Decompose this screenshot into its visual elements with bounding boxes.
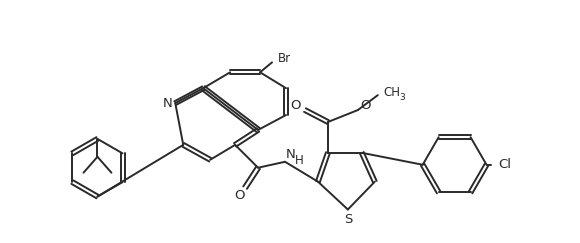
Text: Br: Br [277,52,291,65]
Text: H: H [295,154,303,167]
Text: Cl: Cl [498,158,511,171]
Text: O: O [361,99,371,112]
Text: CH: CH [383,86,400,99]
Text: 3: 3 [399,93,405,102]
Text: N: N [286,148,296,161]
Text: S: S [344,213,352,226]
Text: O: O [291,99,301,112]
Text: O: O [234,189,244,202]
Text: N: N [162,97,172,110]
